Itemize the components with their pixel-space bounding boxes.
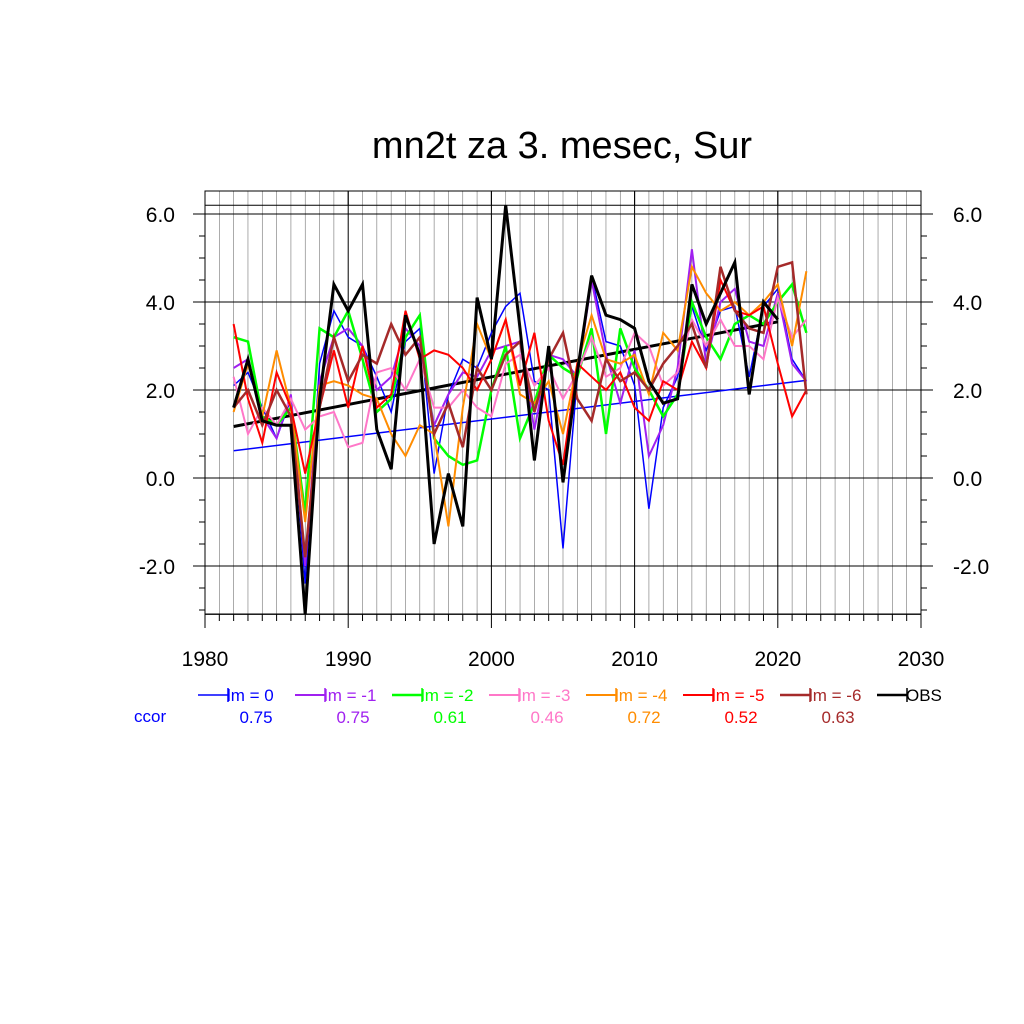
y-tick-label-left: 0.0 bbox=[146, 468, 175, 491]
legend-ccor-value: 0.61 bbox=[433, 708, 466, 727]
y-tick-label-left: 4.0 bbox=[146, 292, 175, 315]
legend-label: lm = -2 bbox=[421, 686, 473, 705]
legend: ccor lm = 0 0.75 lm = -1 0.75 lm = -2 0.61 lm =… bbox=[134, 686, 942, 727]
x-tick-label: 2020 bbox=[754, 648, 801, 671]
y-tick-label-left: -2.0 bbox=[139, 556, 175, 579]
legend-ccor-value: 0.72 bbox=[627, 708, 660, 727]
legend-label: lm = 0 bbox=[227, 686, 274, 705]
legend-label: lm = -3 bbox=[518, 686, 570, 705]
grid-lines bbox=[205, 191, 921, 615]
x-tick-label: 1980 bbox=[182, 648, 229, 671]
x-tick-label: 2010 bbox=[611, 648, 658, 671]
legend-label: OBS bbox=[906, 686, 942, 705]
y-tick-label-right: 6.0 bbox=[953, 204, 982, 227]
ccor-label: ccor bbox=[134, 707, 166, 726]
y-tick-label-right: -2.0 bbox=[953, 556, 989, 579]
legend-label: lm = -4 bbox=[615, 686, 667, 705]
legend-label: lm = -1 bbox=[324, 686, 376, 705]
legend-label: lm = -5 bbox=[712, 686, 764, 705]
x-tick-label: 2000 bbox=[468, 648, 515, 671]
data-series bbox=[232, 205, 808, 615]
y-tick-label-right: 2.0 bbox=[953, 380, 982, 403]
series-line-obs bbox=[232, 205, 779, 615]
chart-title: mn2t za 3. mesec, Sur bbox=[372, 125, 752, 167]
legend-ccor-value: 0.46 bbox=[530, 708, 563, 727]
legend-ccor-value: 0.52 bbox=[724, 708, 757, 727]
legend-ccor-value: 0.75 bbox=[336, 708, 369, 727]
y-tick-label-right: 0.0 bbox=[953, 468, 982, 491]
legend-ccor-value: 0.75 bbox=[239, 708, 272, 727]
x-tick-label: 2030 bbox=[898, 648, 945, 671]
y-tick-label-left: 2.0 bbox=[146, 380, 175, 403]
trend-line-lm-0 bbox=[233, 379, 807, 452]
x-tick-label: 1990 bbox=[325, 648, 372, 671]
series-line-lm-4 bbox=[232, 263, 808, 527]
y-tick-label-left: 6.0 bbox=[146, 204, 175, 227]
legend-label: lm = -6 bbox=[809, 686, 861, 705]
y-tick-label-right: 4.0 bbox=[953, 292, 982, 315]
legend-ccor-value: 0.63 bbox=[821, 708, 854, 727]
axis-ticks: 1980 1990 2000 2010 2020 2030 -2.0 -2.0 0.0 0.0 2.… bbox=[139, 191, 989, 671]
